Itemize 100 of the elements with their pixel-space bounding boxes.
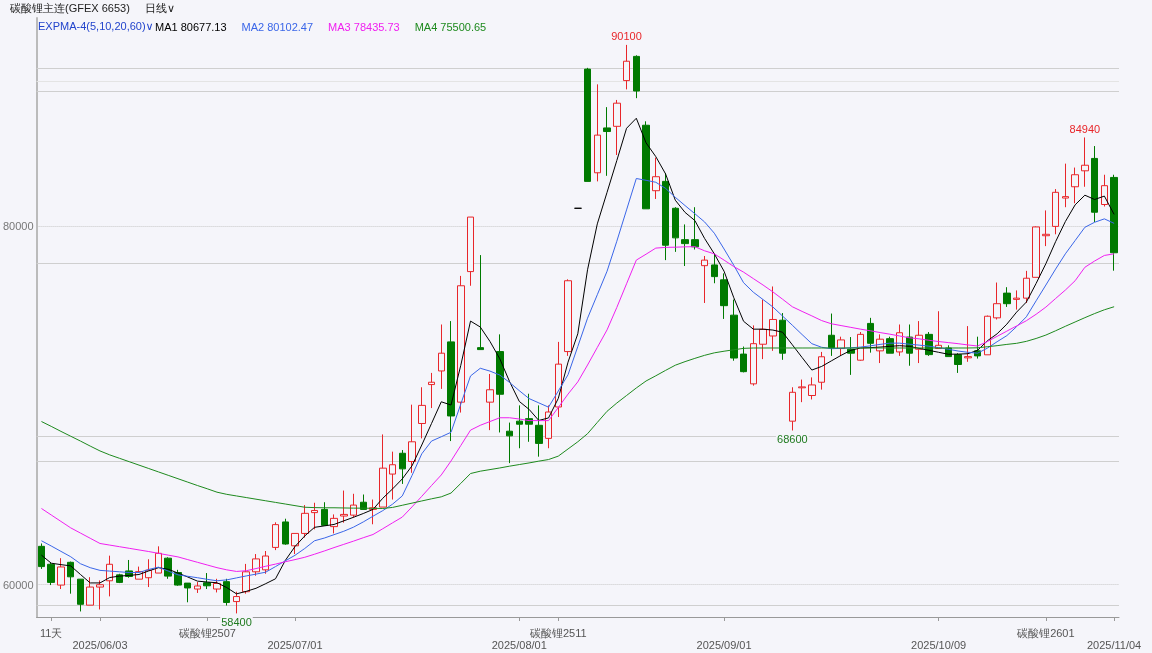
candlestick [213, 578, 221, 593]
candlestick [233, 591, 240, 614]
candlestick [262, 550, 269, 575]
text: MA4 75500.65 [414, 21, 487, 33]
candlestick [691, 206, 699, 251]
candlestick [194, 581, 201, 594]
candlestick [291, 532, 299, 555]
candlestick [486, 373, 494, 431]
line-series [40, 178, 1115, 582]
candlestick [681, 223, 689, 267]
candlestick [447, 320, 455, 442]
candlestick [867, 317, 874, 354]
candlestick [282, 518, 289, 546]
x-tick-label: 碳酸锂2601 [1016, 627, 1075, 639]
candlestick [1042, 209, 1050, 247]
candlestick [652, 157, 660, 200]
candlestick [642, 120, 650, 210]
candlestick [789, 386, 796, 431]
x-tick-label: 碳酸锂2511 [528, 627, 587, 639]
line-series [40, 306, 1115, 509]
line-series [40, 246, 1115, 572]
candlestick [584, 67, 591, 182]
candlestick [1081, 136, 1089, 188]
candlestick [1013, 289, 1020, 311]
candlestick [1101, 174, 1108, 207]
x-tick-label: 2025/09/01 [696, 639, 752, 651]
candlestick [769, 285, 777, 352]
candlestick [477, 254, 484, 351]
candlestick [964, 325, 972, 363]
candlestick [633, 54, 640, 99]
y-tick-label: 60000 [2, 578, 34, 591]
candlestick [808, 376, 816, 400]
candlestick [798, 379, 806, 403]
chart-subtitle: 日线∨ [145, 1, 176, 14]
candlestick [1032, 225, 1040, 278]
candlestick [457, 275, 465, 414]
candlestick [467, 216, 474, 287]
candlestick [759, 299, 767, 360]
candlestick [720, 272, 728, 320]
candlestick [993, 282, 1001, 320]
candlestick [1071, 167, 1079, 204]
candlestick [535, 404, 543, 458]
candlestick [1091, 145, 1098, 223]
candlestick [77, 578, 84, 612]
candlestick [47, 562, 55, 586]
candlestick [399, 449, 406, 485]
candlestick [750, 324, 757, 387]
candlestick [594, 83, 601, 182]
x-tick-label: 2025/08/01 [491, 639, 547, 651]
candlestick [496, 333, 504, 433]
candlestick [67, 561, 74, 595]
candlestick [321, 501, 328, 527]
x-tick-label: 2025/10/09 [911, 639, 967, 651]
candlestick [38, 542, 45, 570]
candlestick [701, 255, 708, 304]
x-tick-label: 11天 [40, 627, 63, 639]
candlestick [730, 299, 738, 362]
candlestick [672, 206, 679, 253]
text: MA1 80677.13 [155, 21, 227, 33]
candlestick [203, 572, 211, 590]
candlestick [438, 323, 445, 390]
candlestick [418, 386, 426, 439]
candlestick [506, 422, 513, 464]
x-tick-label: 2025/06/03 [72, 639, 128, 651]
candlestick [1110, 174, 1118, 272]
annotation: 84940 [1069, 122, 1101, 135]
text: MA3 78435.73 [328, 21, 400, 33]
candlestick [564, 278, 572, 357]
candlestick [408, 404, 416, 474]
candlestick [340, 490, 348, 524]
candlestick [954, 352, 962, 374]
annotation: 90100 [611, 30, 642, 43]
candlestick [603, 106, 611, 177]
candlestick [613, 99, 621, 156]
candlestick [1052, 188, 1059, 235]
x-tick-label: 碳酸锂2507 [177, 627, 236, 639]
candlestick [428, 372, 435, 409]
candlestick [311, 502, 318, 530]
text: MA2 80102.47 [241, 21, 314, 33]
annotation: 58400 [221, 615, 252, 628]
candlestick [1062, 163, 1069, 208]
candlestick [86, 576, 94, 606]
candlestick [184, 582, 191, 603]
chart-title: 碳酸锂主连(GFEX 6653) [9, 1, 130, 14]
x-tick-label: 2025/07/01 [267, 639, 323, 651]
candlestick [301, 504, 309, 539]
candlestick [1003, 286, 1011, 308]
candlestick [828, 313, 835, 357]
candlestick [96, 579, 104, 610]
candlestick [740, 346, 747, 373]
annotation: 68600 [777, 432, 808, 445]
candlestick [379, 433, 387, 508]
x-tick-label: 2025/11/04 [1087, 639, 1142, 651]
candlestick [516, 404, 523, 449]
candlestick [389, 451, 396, 501]
candlestick [272, 521, 279, 551]
candlestick [57, 557, 65, 590]
y-tick-label: 80000 [2, 220, 34, 233]
candlestick [818, 351, 825, 391]
candlestick [623, 44, 630, 90]
